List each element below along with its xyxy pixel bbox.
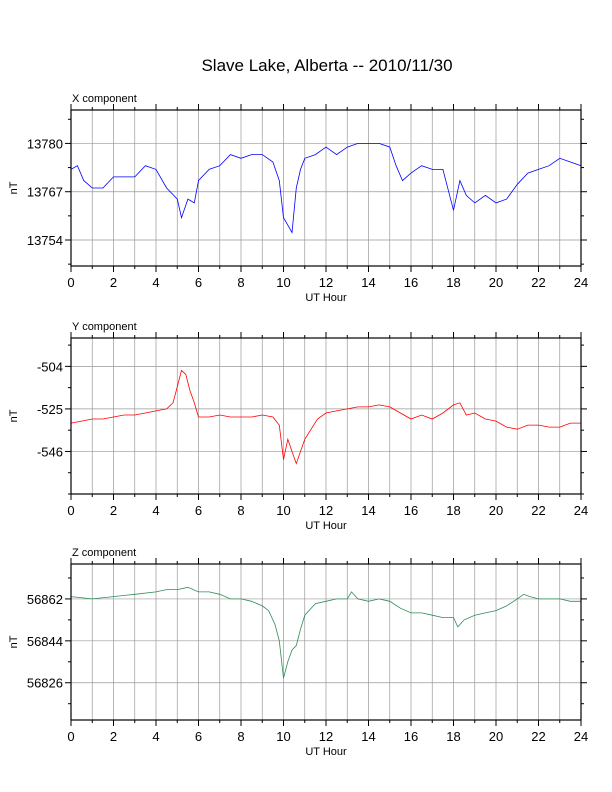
panel-1-ytick-label: 13767 <box>27 185 63 200</box>
panel-3-title: Z component <box>72 547 136 559</box>
panel-2-title: Y component <box>72 321 137 333</box>
panel-1-xtick-label: 8 <box>237 275 244 290</box>
panel-2-xtick-label: 10 <box>276 503 290 518</box>
panel-2-xtick-label: 22 <box>531 503 545 518</box>
panel-3-xtick-label: 10 <box>276 729 290 744</box>
panel-1-xtick-label: 10 <box>276 275 290 290</box>
panel-3-xtick-label: 8 <box>237 729 244 744</box>
panel-2-xtick-label: 12 <box>319 503 333 518</box>
panel-1-title: X component <box>72 93 137 105</box>
panel-2-ylabel: nT <box>8 409 20 422</box>
panel-2-xtick-label: 20 <box>489 503 503 518</box>
panel-1-ytick-label: 13754 <box>27 233 63 248</box>
panel-1-xtick-label: 6 <box>195 275 202 290</box>
page-title: Slave Lake, Alberta -- 2010/11/30 <box>201 56 453 75</box>
panel-2-xtick-label: 2 <box>110 503 117 518</box>
panel-1-xtick-label: 4 <box>152 275 159 290</box>
panel-1-xtick-label: 2 <box>110 275 117 290</box>
panel-3-ytick-label: 56844 <box>27 634 63 649</box>
panel-3-xtick-label: 24 <box>574 729 588 744</box>
panel-2-xtick-label: 24 <box>574 503 588 518</box>
panel-3-xtick-label: 16 <box>404 729 418 744</box>
panel-1-xtick-label: 20 <box>489 275 503 290</box>
panel-1-ylabel: nT <box>8 181 20 194</box>
panel-2-ytick-label: -525 <box>37 402 63 417</box>
panel-3-xtick-label: 2 <box>110 729 117 744</box>
panel-2-xtick-label: 18 <box>446 503 460 518</box>
panel-3-xtick-label: 14 <box>361 729 375 744</box>
panel-2-ytick-label: -546 <box>37 444 63 459</box>
panel-3-xtick-label: 4 <box>152 729 159 744</box>
panel-1-ytick-label: 13780 <box>27 136 63 151</box>
panel-3-xtick-label: 22 <box>531 729 545 744</box>
panel-1-xtick-label: 24 <box>574 275 588 290</box>
panel-3-xtick-label: 6 <box>195 729 202 744</box>
panel-2-xtick-label: 14 <box>361 503 375 518</box>
panel-2-xlabel: UT Hour <box>305 520 347 532</box>
panel-1-xtick-label: 14 <box>361 275 375 290</box>
panel-2-series-line <box>70 369 581 465</box>
panel-1-xtick-label: 12 <box>319 275 333 290</box>
panel-2-xtick-label: 6 <box>195 503 202 518</box>
panel-1-series-line <box>70 142 582 234</box>
panel-3-xlabel: UT Hour <box>305 746 347 758</box>
panel-3-xtick-label: 0 <box>67 729 74 744</box>
panel-3-series-line <box>70 586 581 679</box>
panel-3-xtick-label: 20 <box>489 729 503 744</box>
panel-1-xtick-label: 22 <box>531 275 545 290</box>
panel-1-xlabel: UT Hour <box>305 292 347 304</box>
panel-2-xtick-label: 8 <box>237 503 244 518</box>
panel-3-xtick-label: 18 <box>446 729 460 744</box>
panel-3-xtick-label: 12 <box>319 729 333 744</box>
panel-3-ylabel: nT <box>8 635 20 648</box>
panel-2-ytick-label: -504 <box>37 359 63 374</box>
panel-1-xtick-label: 16 <box>404 275 418 290</box>
panel-3-ytick-label: 56862 <box>27 592 63 607</box>
panel-3-ytick-label: 56826 <box>27 676 63 691</box>
panel-2-xtick-label: 4 <box>152 503 159 518</box>
panel-1-xtick-label: 18 <box>446 275 460 290</box>
panel-1-xtick-label: 0 <box>67 275 74 290</box>
panel-2-xtick-label: 0 <box>67 503 74 518</box>
panel-2-xtick-label: 16 <box>404 503 418 518</box>
